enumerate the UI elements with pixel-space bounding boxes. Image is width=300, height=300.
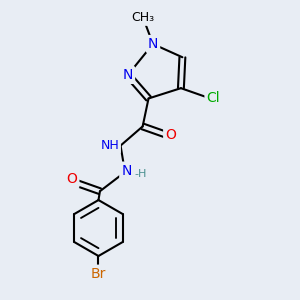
Text: N: N (148, 37, 158, 51)
Text: Br: Br (91, 267, 106, 281)
Text: ‐H: ‐H (134, 169, 146, 178)
Text: O: O (67, 172, 77, 186)
Text: NH: NH (100, 139, 119, 152)
Text: N: N (121, 164, 132, 178)
Text: CH₃: CH₃ (131, 11, 154, 24)
Text: Cl: Cl (206, 92, 220, 106)
Text: O: O (165, 128, 176, 142)
Text: N: N (123, 68, 133, 82)
